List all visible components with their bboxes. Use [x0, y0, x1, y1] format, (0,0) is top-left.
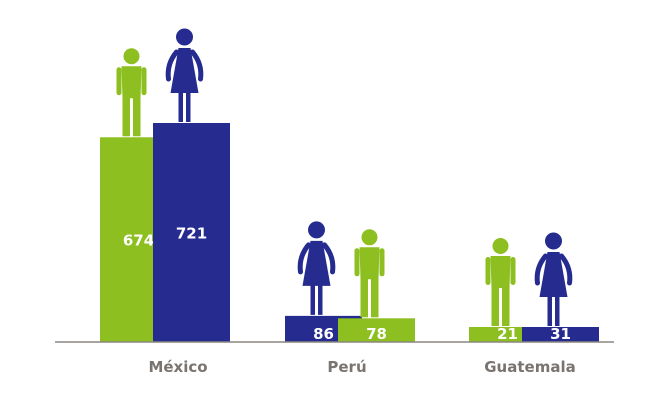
category-label-1: Perú: [327, 358, 366, 376]
category-labels: México Perú Guatemala: [148, 358, 575, 376]
bar-value-label: 21: [497, 325, 518, 343]
bar-guatemala-31: [522, 327, 599, 342]
bar-value-label: 721: [176, 225, 207, 243]
man-icon: [354, 229, 385, 318]
bar-value-label: 86: [313, 325, 334, 343]
category-label-0: México: [148, 358, 207, 376]
bar-value-label: 78: [366, 325, 387, 343]
bar-value-label: 31: [550, 325, 571, 343]
bar-méxico-721: [153, 123, 230, 342]
bar-value-label: 674: [123, 232, 154, 250]
category-label-2: Guatemala: [484, 358, 575, 376]
woman-icon: [297, 221, 336, 315]
woman-icon: [534, 232, 573, 326]
man-icon: [116, 48, 147, 137]
woman-icon: [165, 28, 204, 122]
bar-perú-78: [338, 318, 415, 342]
bars-layer: 674 721 86 78 21 31: [100, 28, 599, 343]
man-icon: [485, 238, 516, 326]
